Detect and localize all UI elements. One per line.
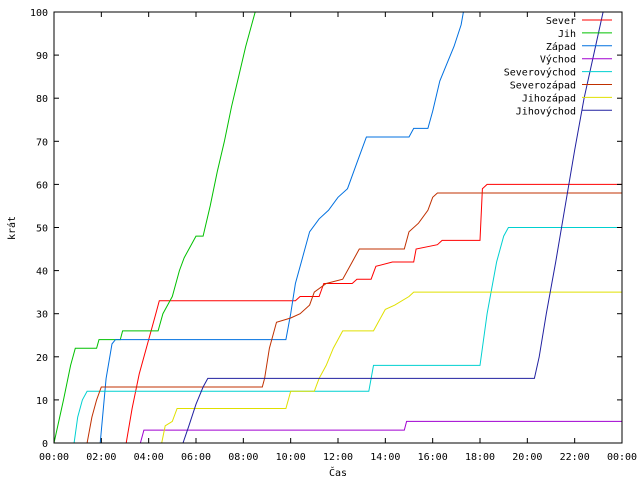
legend-label: Sever [546,16,576,27]
series-line-7 [161,291,622,443]
y-tick-label: 90 [36,51,48,62]
x-tick-label: 06:00 [181,452,211,463]
series-line-5 [73,227,622,443]
legend-label: Jihozápad [522,92,576,104]
series-lines [54,12,622,443]
x-tick-label: 08:00 [228,452,258,463]
y-axis-label: krát [6,216,18,240]
x-tick-label: 16:00 [418,452,448,463]
x-tick-label: 00:00 [607,452,637,463]
x-tick-label: 14:00 [370,452,400,463]
x-tick-label: 04:00 [134,452,164,463]
y-tick-label: 40 [36,267,48,278]
y-tick-label: 30 [36,310,48,321]
series-line-8 [182,12,604,443]
series-line-1 [125,183,622,443]
x-tick-label: 00:00 [39,452,69,463]
legend-label: Jihovýchod [516,105,576,117]
x-tick-label: 22:00 [560,452,590,463]
series-line-3 [99,12,464,443]
series-line-2 [54,12,256,443]
y-tick-label: 100 [30,8,48,19]
legend: Sever JihZápadVýchodSeverovýchodSeverozáp… [504,16,612,117]
axis-ticks: 00:00 02:00 04:00 06:00 08:00 10:00 12:00 14:00… [30,8,637,463]
y-tick-label: 0 [42,439,48,450]
x-tick-label: 12:00 [323,452,353,463]
x-tick-label: 02:00 [86,452,116,463]
series-line-4 [139,420,622,443]
y-tick-label: 80 [36,94,48,105]
x-tick-label: 18:00 [465,452,495,463]
legend-label: Severozápad [510,80,576,92]
x-tick-label: 10:00 [276,452,306,463]
y-tick-label: 20 [36,353,48,364]
y-tick-label: 50 [36,224,48,235]
x-tick-label: 20:00 [512,452,542,463]
legend-label: Jih [558,29,576,40]
legend-label: Východ [540,54,576,66]
legend-label: Západ [546,41,576,53]
y-tick-label: 70 [36,137,48,148]
series-line-6 [86,192,622,443]
x-axis-label: Čas [329,466,347,479]
legend-label: Severovýchod [504,67,576,79]
y-tick-label: 60 [36,180,48,191]
y-tick-label: 10 [36,396,48,407]
